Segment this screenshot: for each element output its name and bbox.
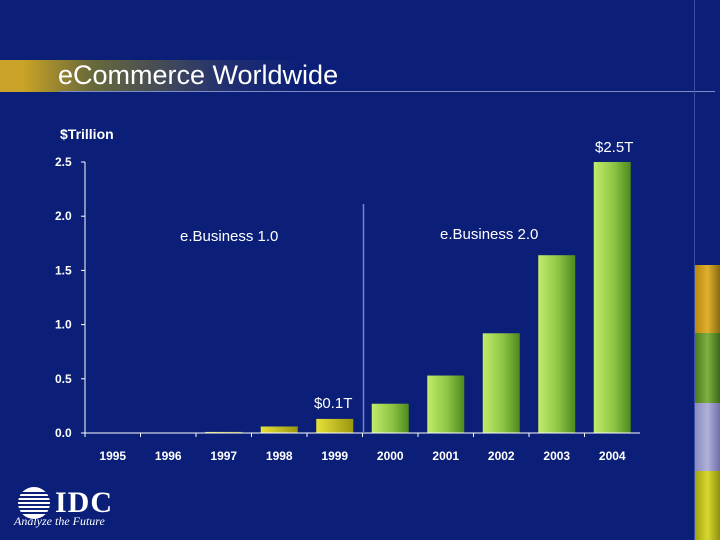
bar-1999 [316,418,354,433]
annotation-low-value: $0.1T [314,395,352,412]
y-axis-label: $Trillion [60,126,114,142]
x-tick-label-1997: 1997 [210,449,237,463]
y-tick-label: 1.5 [55,263,72,277]
x-tick-label-1999: 1999 [321,449,348,463]
decor-block-green [695,333,720,403]
x-tick-label-2003: 2003 [543,449,570,463]
decor-block-yellow [695,471,720,540]
y-tick-label: 0.0 [55,426,72,440]
x-tick-label-2002: 2002 [488,449,515,463]
decor-block-gold [695,265,720,333]
title-accent-bar [0,60,300,92]
y-tick-label: 2.5 [55,155,72,169]
bar-1997 [205,431,243,433]
era-label-ebusiness-2: e.Business 2.0 [440,226,538,243]
x-tick-label-1996: 1996 [155,449,182,463]
annotation-high-value: $2.5T [595,139,633,156]
x-tick-label-1995: 1995 [99,449,126,463]
title-underline [60,91,715,92]
right-divider-line [694,0,695,540]
x-tick-label-1998: 1998 [266,449,293,463]
x-tick-label-2001: 2001 [432,449,459,463]
x-tick-label-2000: 2000 [377,449,404,463]
slide-title: eCommerce Worldwide [58,60,339,90]
bar-2002 [482,333,520,433]
decor-block-lavender [695,403,720,471]
bar-2001 [427,375,465,433]
era-label-ebusiness-1: e.Business 1.0 [180,228,278,245]
y-tick-label: 0.5 [55,372,72,386]
bar-2000 [371,403,409,433]
bar-1998 [260,426,298,433]
idc-tagline: Analyze the Future [14,514,105,528]
bar-2003 [538,255,576,433]
bar-2004 [593,162,631,433]
idc-logo-text: IDC [55,486,114,519]
x-tick-label-2004: 2004 [599,449,626,463]
y-tick-label: 1.0 [55,318,72,332]
idc-globe-icon [16,487,52,519]
y-tick-label: 2.0 [55,209,72,223]
